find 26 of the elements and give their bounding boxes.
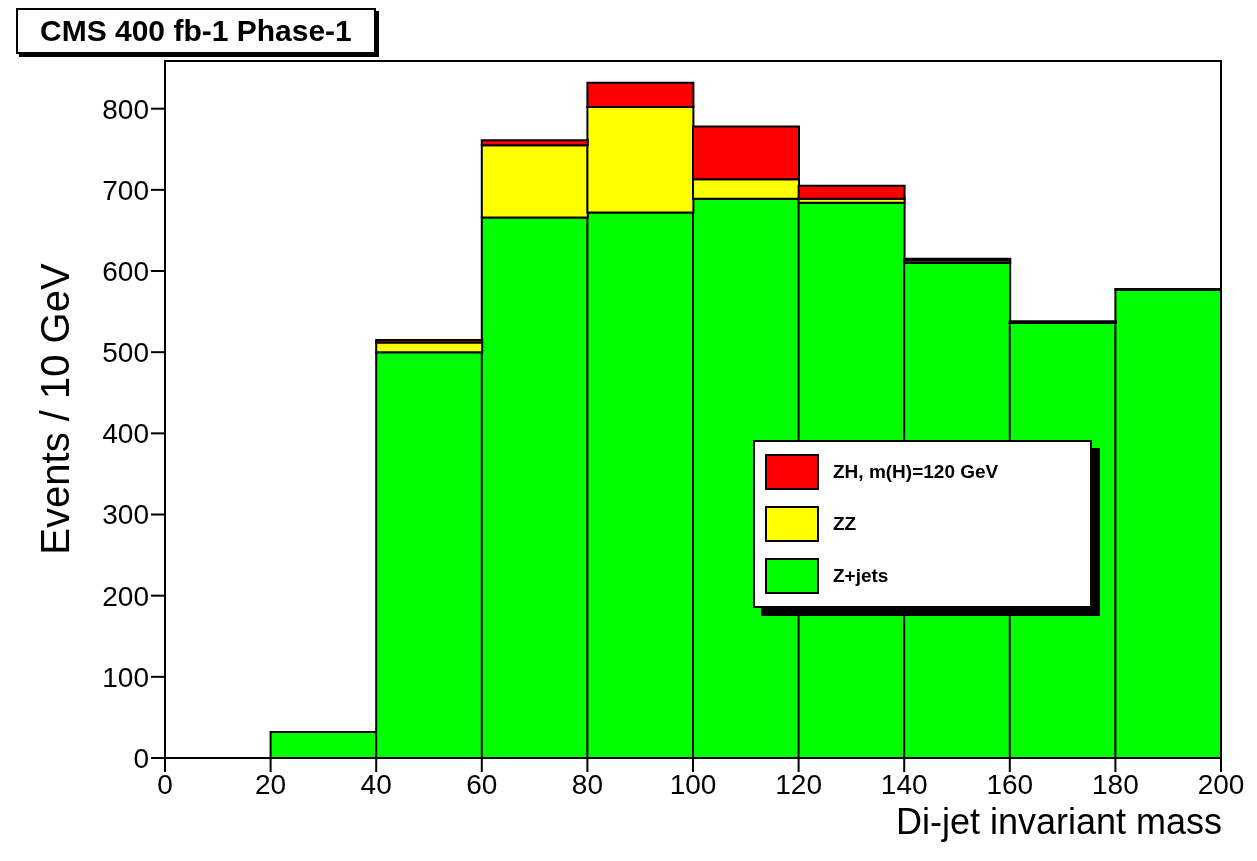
- x-tick-label: 60: [466, 768, 498, 800]
- y-tick-label: 0: [133, 742, 149, 774]
- x-tick-label: 20: [255, 768, 287, 800]
- y-axis-title: Events / 10 GeV: [33, 263, 78, 555]
- x-tick-label: 100: [669, 768, 717, 800]
- y-tick-label: 400: [102, 418, 149, 450]
- x-tick-label: 80: [571, 768, 603, 800]
- x-axis-title: Di-jet invariant mass: [895, 801, 1222, 843]
- y-tick-label: 800: [102, 93, 149, 125]
- legend-label: ZZ: [833, 513, 857, 535]
- legend-label: Z+jets: [833, 565, 889, 587]
- x-tick-label: 140: [880, 768, 928, 800]
- y-tick-label: 300: [102, 499, 149, 531]
- x-tick-label: 40: [360, 768, 392, 800]
- x-tick-label: 0: [157, 768, 173, 800]
- x-tick-label: 200: [1197, 768, 1245, 800]
- x-tick-label: 160: [986, 768, 1034, 800]
- x-tick-label: 120: [775, 768, 822, 800]
- y-tick-label: 500: [102, 337, 149, 369]
- legend-label: ZH, m(H)=120 GeV: [833, 461, 999, 483]
- y-tick-label: 200: [102, 580, 149, 612]
- y-tick-label: 700: [102, 174, 149, 206]
- x-tick-label: 180: [1092, 768, 1139, 800]
- y-tick-label: 100: [102, 661, 149, 693]
- chart-title: CMS 400 fb-1 Phase-1: [16, 8, 376, 54]
- y-tick-label: 600: [102, 255, 149, 287]
